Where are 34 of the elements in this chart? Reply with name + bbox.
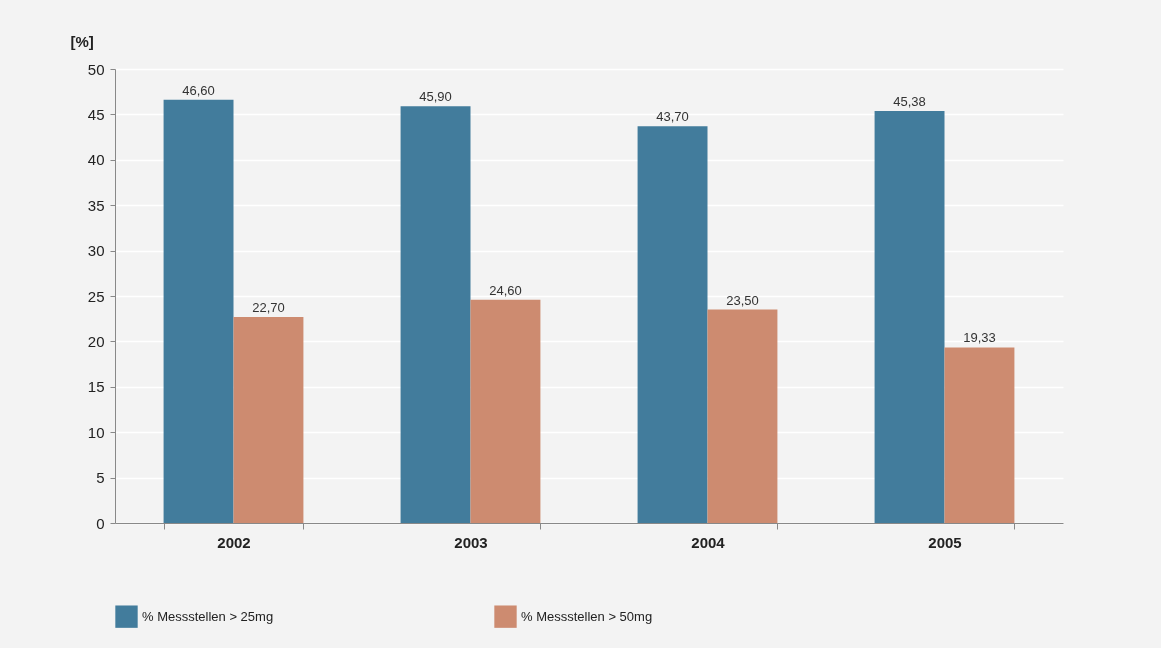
bar bbox=[163, 99, 234, 523]
bar bbox=[707, 309, 778, 523]
bar bbox=[400, 106, 471, 523]
data-label: 22,70 bbox=[252, 299, 285, 315]
y-tick-label: 40 bbox=[87, 151, 105, 169]
x-tick-label: 2003 bbox=[454, 533, 488, 551]
y-tick-label: 30 bbox=[87, 242, 105, 260]
data-label: 43,70 bbox=[656, 109, 689, 125]
x-tick-label: 2002 bbox=[217, 533, 251, 551]
y-tick-label: 5 bbox=[96, 469, 105, 487]
y-tick-label: 35 bbox=[87, 196, 105, 214]
bar bbox=[470, 299, 541, 523]
y-tick-label: 10 bbox=[87, 423, 105, 441]
data-label: 24,60 bbox=[489, 282, 522, 298]
y-tick-label: 25 bbox=[87, 287, 105, 305]
legend-label: % Messstellen > 50mg bbox=[521, 608, 653, 624]
x-tick-label: 2005 bbox=[928, 533, 962, 551]
data-label: 23,50 bbox=[726, 292, 759, 308]
data-label: 19,33 bbox=[963, 330, 996, 346]
legend-label: % Messstellen > 25mg bbox=[142, 608, 274, 624]
bar bbox=[233, 316, 304, 523]
y-tick-label: 50 bbox=[87, 60, 105, 78]
data-label: 45,38 bbox=[893, 93, 926, 109]
x-tick-label: 2004 bbox=[691, 533, 726, 551]
bar bbox=[944, 347, 1015, 523]
bar bbox=[637, 126, 708, 523]
y-tick-label: 20 bbox=[87, 332, 105, 350]
data-label: 46,60 bbox=[182, 82, 215, 98]
data-label: 45,90 bbox=[419, 89, 452, 105]
y-tick-label: 0 bbox=[96, 514, 105, 532]
y-tick-label: 45 bbox=[87, 105, 105, 123]
y-axis-title: [%] bbox=[70, 32, 94, 50]
y-tick-label: 15 bbox=[87, 378, 105, 396]
bar bbox=[874, 110, 945, 523]
